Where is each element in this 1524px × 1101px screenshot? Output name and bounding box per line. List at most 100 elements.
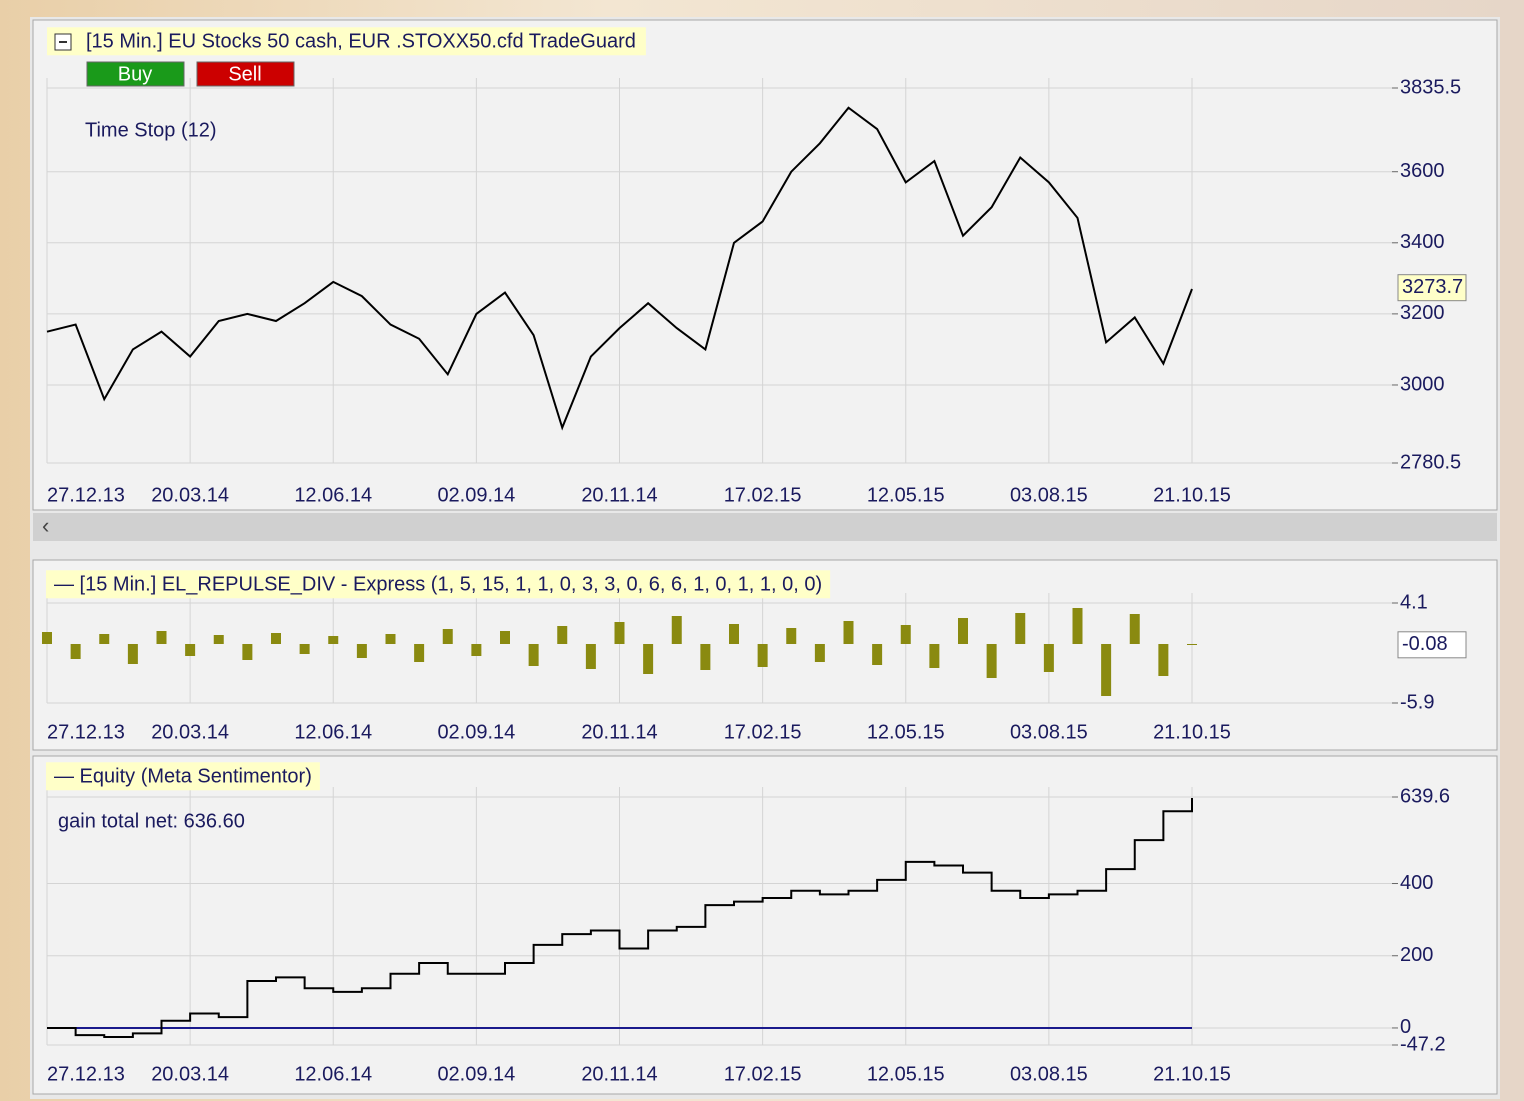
bar [500, 631, 510, 644]
bar [643, 644, 654, 674]
bar [900, 625, 911, 644]
y-tick-label: 3000 [1400, 373, 1445, 395]
title-background [47, 27, 646, 56]
bar [271, 633, 281, 644]
x-tick-label: 27.12.13 [47, 484, 125, 506]
scroll-left[interactable]: ‹ [42, 513, 49, 538]
panel-title: [15 Min.] EU Stocks 50 cash, EUR .STOXX5… [86, 30, 636, 52]
annotation: Time Stop (12) [85, 119, 217, 141]
bar [729, 624, 739, 644]
x-tick-label: 12.06.14 [294, 721, 372, 743]
x-tick-label: 03.08.15 [1010, 721, 1088, 743]
bar [1187, 644, 1197, 645]
x-tick-label: 20.11.14 [581, 1063, 657, 1085]
last-value-box [1397, 274, 1467, 302]
scrollbar[interactable] [33, 513, 1497, 541]
bar [156, 631, 167, 644]
x-tick-label: 12.06.14 [294, 484, 372, 506]
bar [700, 644, 711, 670]
panel-title: — Equity (Meta Sentimentor) [54, 765, 312, 787]
bar [213, 635, 224, 644]
bar [786, 628, 797, 644]
last-value-label: -0.08 [1402, 633, 1448, 655]
bar [958, 618, 968, 644]
bar [585, 644, 596, 669]
x-tick-label: 21.10.15 [1153, 1063, 1231, 1085]
bar [299, 644, 310, 654]
bar [929, 644, 940, 668]
price-panel [32, 19, 1498, 511]
bar [356, 644, 367, 658]
y-tick-label: 3835.5 [1400, 76, 1461, 98]
x-tick-label: 17.02.15 [724, 484, 802, 506]
bar [1101, 644, 1112, 696]
bar [757, 644, 768, 667]
bar [614, 622, 625, 644]
bar [872, 644, 883, 665]
y-tick-label: 3600 [1400, 160, 1445, 182]
x-tick-label: 27.12.13 [47, 1063, 125, 1085]
y-tick-label: 400 [1400, 872, 1433, 894]
bar [385, 634, 396, 644]
bar [328, 636, 339, 644]
last-value-box [1397, 631, 1467, 659]
x-tick-label: 27.12.13 [47, 721, 125, 743]
bar [528, 644, 539, 666]
bar [1015, 613, 1026, 644]
bar [1072, 608, 1083, 644]
bar [471, 644, 482, 656]
y-tick-label: 3200 [1400, 302, 1445, 324]
annotation: gain total net: 636.60 [58, 810, 245, 832]
y-tick-label: 3400 [1400, 231, 1445, 253]
trade-button[interactable] [196, 61, 295, 87]
panel-title: — [15 Min.] EL_REPULSE_DIV - Express (1,… [54, 573, 822, 595]
bar [1129, 614, 1140, 644]
bar [242, 644, 253, 660]
x-tick-label: 20.03.14 [151, 721, 229, 743]
x-tick-label: 12.05.15 [867, 484, 945, 506]
x-tick-label: 20.03.14 [151, 484, 229, 506]
series-line [46, 106, 1193, 431]
trade-button[interactable] [86, 61, 185, 87]
bar [986, 644, 997, 678]
bar [671, 616, 682, 644]
x-tick-label: 03.08.15 [1010, 484, 1088, 506]
x-tick-label: 12.05.15 [867, 721, 945, 743]
y-tick-label: -5.9 [1400, 691, 1434, 713]
equity-panel [32, 755, 1498, 1095]
trade-button-label[interactable]: Buy [118, 63, 152, 85]
series-line [47, 797, 1193, 1038]
x-tick-label: 02.09.14 [437, 484, 515, 506]
trade-button-label[interactable]: Sell [228, 63, 261, 85]
bar [814, 644, 825, 662]
x-tick-label: 02.09.14 [437, 1063, 515, 1085]
bar [127, 644, 138, 664]
bar [557, 626, 568, 644]
x-tick-label: 21.10.15 [1153, 721, 1231, 743]
bar [442, 629, 453, 644]
x-tick-label: 20.11.14 [581, 721, 657, 743]
bar [42, 632, 52, 644]
x-tick-label: 21.10.15 [1153, 484, 1231, 506]
bar [843, 621, 854, 644]
y-tick-label: 200 [1400, 944, 1433, 966]
y-tick-label: -47.2 [1400, 1033, 1446, 1055]
x-tick-label: 20.03.14 [151, 1063, 229, 1085]
bar [99, 634, 110, 644]
x-tick-label: 02.09.14 [437, 721, 515, 743]
y-tick-label: 639.6 [1400, 785, 1450, 807]
y-tick-label: 0 [1400, 1016, 1411, 1038]
bar [1158, 644, 1169, 676]
last-value-label: 3273.7 [1402, 276, 1463, 298]
x-tick-label: 20.11.14 [581, 484, 657, 506]
x-tick-label: 12.05.15 [867, 1063, 945, 1085]
title-background [46, 570, 831, 599]
bar [185, 644, 196, 656]
x-tick-label: 17.02.15 [724, 721, 802, 743]
x-tick-label: 12.06.14 [294, 1063, 372, 1085]
x-tick-label: 03.08.15 [1010, 1063, 1088, 1085]
y-tick-label: 2780.5 [1400, 451, 1461, 473]
bar [1043, 644, 1054, 672]
